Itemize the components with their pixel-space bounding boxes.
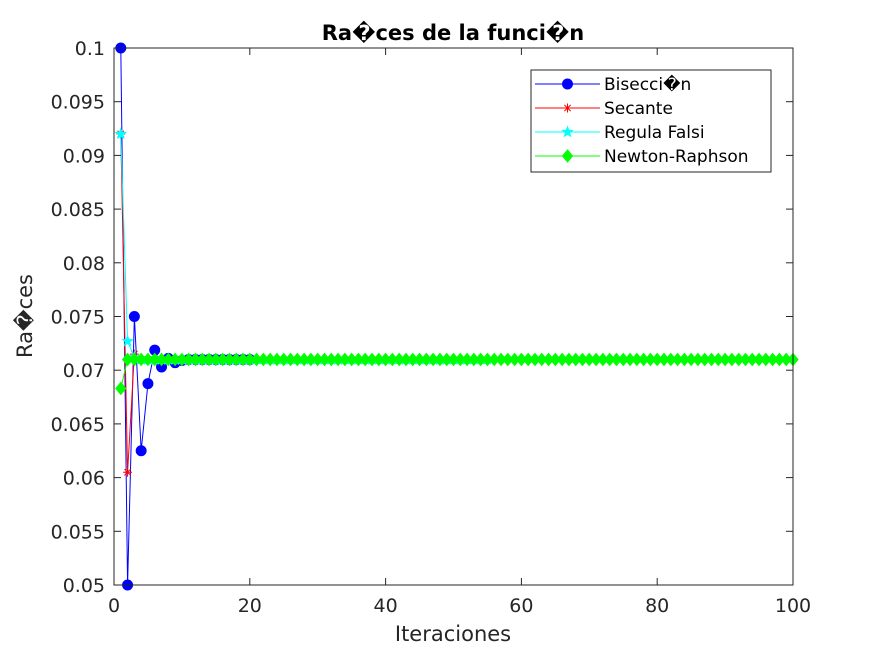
y-tick-label: 0.08 bbox=[63, 253, 105, 275]
legend-label-bisecci-n: Bisecci�n bbox=[604, 74, 691, 95]
x-tick-label: 80 bbox=[645, 595, 669, 617]
y-tick-label: 0.07 bbox=[63, 360, 105, 382]
series-newton-raphson bbox=[115, 352, 799, 396]
y-tick-label: 0.065 bbox=[51, 414, 105, 436]
legend-entry-secante: Secante bbox=[535, 99, 673, 119]
y-tick-label: 0.1 bbox=[75, 38, 105, 60]
legend-label-regula-falsi: Regula Falsi bbox=[604, 123, 705, 143]
x-tick-label: 100 bbox=[775, 595, 811, 617]
chart-title: Ra�ces de la funci�n bbox=[322, 20, 585, 45]
data-point-secante bbox=[123, 467, 133, 477]
y-tick-label: 0.095 bbox=[51, 92, 105, 114]
x-tick-label: 20 bbox=[238, 595, 262, 617]
y-tick-label: 0.06 bbox=[63, 468, 105, 490]
x-tick-label: 60 bbox=[509, 595, 533, 617]
legend-entry-newton-raphson: Newton-Raphson bbox=[535, 147, 749, 167]
y-tick-label: 0.055 bbox=[51, 521, 105, 543]
x-tick-label: 0 bbox=[108, 595, 120, 617]
legend-marker-regula-falsi bbox=[561, 125, 574, 138]
data-point-bisecci-n bbox=[135, 445, 147, 457]
legend-marker-newton-raphson bbox=[561, 149, 574, 163]
legend-label-newton-raphson: Newton-Raphson bbox=[604, 147, 749, 167]
legend-entry-bisecci-n: Bisecci�n bbox=[535, 74, 691, 95]
legend-entry-regula-falsi: Regula Falsi bbox=[535, 123, 705, 143]
y-tick-label: 0.085 bbox=[51, 199, 105, 221]
data-point-regula-falsi bbox=[121, 334, 134, 347]
y-axis-label: Ra�ces bbox=[12, 274, 37, 358]
legend-label-secante: Secante bbox=[604, 99, 673, 119]
y-tick-label: 0.09 bbox=[63, 145, 105, 167]
legend-items: Bisecci�n Secante Regula Falsi Newton-Raphs… bbox=[535, 74, 749, 167]
legend-marker-bisecci-n bbox=[562, 78, 573, 90]
data-point-regula-falsi bbox=[114, 127, 128, 140]
data-point-newton-raphson bbox=[115, 381, 127, 396]
y-tick-label: 0.05 bbox=[63, 575, 105, 597]
legend: Bisecci�n Secante Regula Falsi Newton-Raphs… bbox=[530, 69, 772, 173]
ticks-layer: 0 20 40 60 80 100 0.05 0.055 0.06 0.065 0.07 0.075 0… bbox=[51, 38, 812, 617]
x-axis-label: Iteraciones bbox=[395, 622, 511, 646]
legend-marker-secante bbox=[563, 103, 572, 113]
x-tick-label: 40 bbox=[374, 595, 398, 617]
data-point-bisecci-n bbox=[128, 311, 140, 322]
series-layer bbox=[114, 42, 799, 591]
data-point-bisecci-n bbox=[142, 378, 154, 390]
y-tick-label: 0.075 bbox=[51, 307, 105, 329]
